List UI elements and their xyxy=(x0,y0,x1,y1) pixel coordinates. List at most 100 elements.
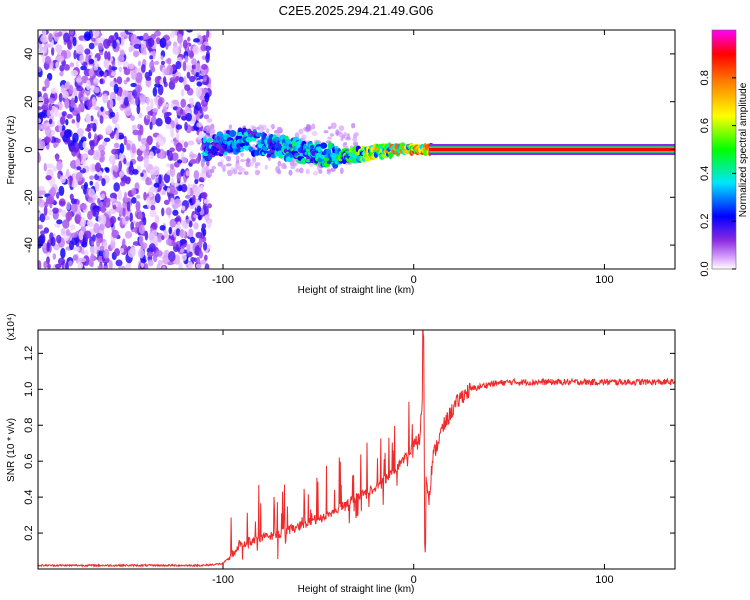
noise-blob xyxy=(159,225,166,231)
noise-blob xyxy=(97,42,104,51)
colorbar-tick-label: 0.4 xyxy=(699,166,711,181)
noise-blob xyxy=(171,30,176,37)
noise-blob xyxy=(66,201,71,211)
halo-blob xyxy=(258,125,265,133)
halo-blob xyxy=(226,155,232,162)
halo-blob xyxy=(209,168,215,174)
noise-blob xyxy=(163,230,168,239)
noise-blob xyxy=(161,207,165,217)
colorbar-tick-label: 0.0 xyxy=(699,261,711,276)
noise-blob xyxy=(103,265,109,269)
noise-blob xyxy=(123,157,127,165)
noise-blob xyxy=(194,178,199,185)
noise-blob xyxy=(135,221,141,229)
colorbar-tick-label: 0.8 xyxy=(699,70,711,85)
noise-blob xyxy=(84,48,91,55)
noise-blob xyxy=(49,186,56,198)
noise-blob xyxy=(57,31,63,37)
halo-blob xyxy=(237,171,243,175)
noise-blob xyxy=(124,215,130,222)
noise-blob xyxy=(67,137,71,146)
noise-blob xyxy=(80,96,88,102)
spectrogram-y-tick-label: -40 xyxy=(23,237,35,253)
noise-blob xyxy=(204,92,210,103)
halo-blob xyxy=(232,168,238,175)
noise-blob xyxy=(92,155,98,160)
noise-blob xyxy=(187,36,191,42)
noise-blob xyxy=(179,229,186,238)
halo-blob xyxy=(330,122,337,130)
noise-blob xyxy=(90,84,95,92)
noise-blob xyxy=(70,198,77,205)
halo-blob xyxy=(243,171,249,176)
noise-blob xyxy=(38,224,43,230)
noise-blob xyxy=(191,58,197,66)
noise-blob xyxy=(85,79,91,91)
noise-blob xyxy=(77,262,84,269)
noise-blob xyxy=(70,202,78,213)
noise-blob xyxy=(150,98,154,109)
noise-blob xyxy=(86,220,91,226)
noise-blob xyxy=(78,257,87,263)
noise-blob xyxy=(50,236,56,247)
noise-blob xyxy=(136,194,141,199)
noise-blob xyxy=(102,71,108,78)
noise-blob xyxy=(119,134,125,140)
noise-blob xyxy=(88,188,96,198)
noise-blob xyxy=(48,97,55,104)
noise-blob xyxy=(76,85,84,92)
noise-blob xyxy=(149,151,155,160)
noise-blob xyxy=(196,205,202,213)
noise-blob xyxy=(152,165,160,176)
noise-blob xyxy=(109,208,115,214)
noise-blob xyxy=(146,96,150,106)
noise-blob xyxy=(152,112,156,119)
noise-blob xyxy=(90,140,95,151)
noise-blob xyxy=(144,142,150,152)
noise-blob xyxy=(102,256,110,264)
noise-blob xyxy=(175,124,183,130)
noise-blob xyxy=(206,117,213,123)
noise-blob xyxy=(118,160,123,172)
noise-blob xyxy=(195,157,201,164)
noise-blob xyxy=(135,200,141,212)
noise-blob xyxy=(126,143,131,151)
noise-blob xyxy=(106,197,111,203)
noise-blob xyxy=(91,37,96,42)
halo-blob xyxy=(352,136,358,142)
noise-blob xyxy=(68,84,74,95)
ridge-blob xyxy=(240,148,245,152)
snr-xlabel: Height of straight line (km) xyxy=(298,584,415,595)
noise-blob xyxy=(65,211,73,222)
noise-blob xyxy=(56,234,62,244)
noise-blob xyxy=(60,228,66,236)
noise-blob xyxy=(74,95,78,104)
noise-blob xyxy=(83,230,92,239)
noise-blob xyxy=(163,173,171,184)
noise-blob xyxy=(146,135,153,146)
snr-frame xyxy=(37,329,676,570)
noise-blob xyxy=(182,61,187,72)
noise-blob xyxy=(55,44,63,53)
noise-blob xyxy=(135,72,143,84)
noise-blob xyxy=(193,222,199,230)
snr-marks xyxy=(38,330,675,568)
noise-blob xyxy=(154,83,161,88)
noise-blob xyxy=(100,193,106,200)
halo-blob xyxy=(354,143,358,147)
ridge-blob xyxy=(310,144,315,150)
noise-blob xyxy=(138,112,143,119)
noise-blob xyxy=(100,205,106,214)
noise-blob xyxy=(55,153,59,162)
noise-blob xyxy=(127,248,136,258)
noise-blob xyxy=(113,182,120,192)
noise-blob xyxy=(130,221,134,230)
noise-blob xyxy=(147,259,154,267)
noise-blob xyxy=(123,68,131,76)
noise-blob xyxy=(85,127,92,132)
ridge-blob xyxy=(334,148,339,156)
noise-blob xyxy=(66,113,73,119)
noise-blob xyxy=(103,137,111,143)
noise-blob xyxy=(89,246,98,255)
